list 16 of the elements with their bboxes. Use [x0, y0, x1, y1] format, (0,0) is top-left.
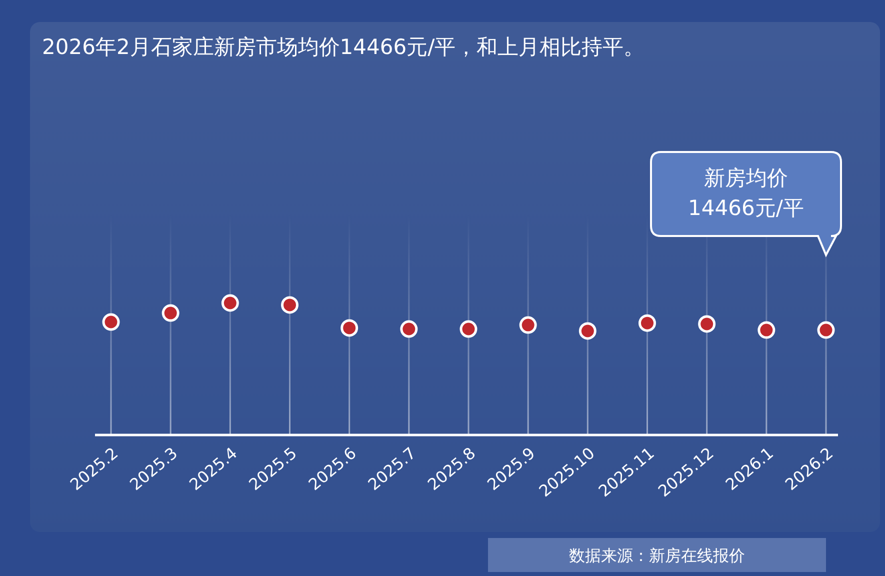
point	[638, 314, 656, 332]
point	[281, 296, 298, 314]
point	[221, 294, 239, 312]
point	[102, 313, 120, 331]
source-note: 数据来源：新房在线报价	[569, 546, 745, 565]
point	[400, 320, 418, 338]
point	[460, 320, 478, 338]
chart-title: 2026年2月石家庄新房市场均价14466元/平，和上月相比持平。	[42, 35, 645, 59]
point	[519, 316, 537, 334]
point	[162, 304, 180, 322]
point	[817, 321, 835, 339]
point	[758, 321, 776, 339]
point	[340, 319, 358, 337]
point	[698, 315, 716, 333]
text: 新房均价 14466元/平	[688, 166, 804, 220]
point	[578, 322, 596, 340]
